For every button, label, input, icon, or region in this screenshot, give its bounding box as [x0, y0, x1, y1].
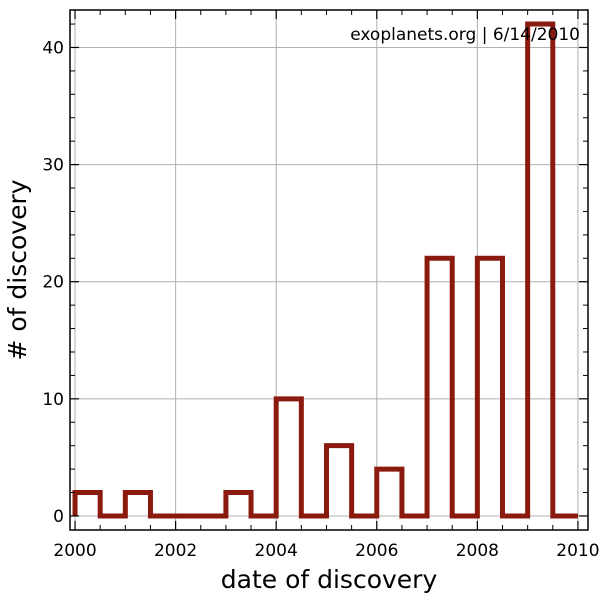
y-axis-label: # of discovery: [3, 179, 32, 360]
x-tick-label: 2008: [456, 541, 499, 561]
y-tick-label: 40: [42, 38, 64, 58]
ticks-layer: [70, 10, 588, 530]
y-tick-labels: 0 10 20 30 40: [42, 38, 64, 526]
x-tick-label: 2002: [154, 541, 197, 561]
y-tick-label: 30: [42, 156, 64, 176]
y-tick-label: 10: [42, 390, 64, 410]
y-tick-label: 0: [53, 507, 64, 527]
chart-annotation: exoplanets.org | 6/14/2010: [350, 25, 580, 45]
x-axis-label: date of discovery: [221, 565, 438, 594]
y-tick-label: 20: [42, 273, 64, 293]
x-tick-label: 2000: [53, 541, 96, 561]
histogram-step-line: [72, 21, 578, 519]
plot-frame: [69, 9, 589, 531]
grid-layer: [70, 10, 588, 530]
x-tick-label: 2010: [556, 541, 599, 561]
x-tick-label: 2006: [355, 541, 398, 561]
x-tick-label: 2004: [255, 541, 298, 561]
x-tick-labels: 2000 2002 2004 2006 2008 2010: [53, 541, 599, 561]
